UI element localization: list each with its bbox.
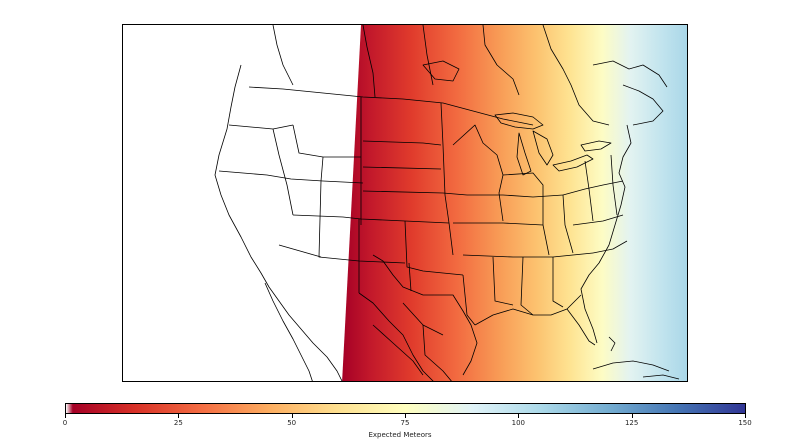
state-boundaries: [214, 25, 680, 381]
colorbar-tick-label: 50: [287, 419, 297, 427]
colorbar-tick-mark: [65, 414, 66, 418]
colorbar-tick-mark: [178, 414, 180, 418]
colorbar-tick-label: 150: [738, 419, 752, 427]
colorbar-tick-label: 100: [511, 419, 526, 427]
colorbar-gradient: [65, 403, 746, 414]
colorbar-tick-label: 0: [62, 419, 68, 427]
colorbar-tick-mark: [745, 414, 746, 418]
colorbar-tick-label: 125: [624, 419, 639, 427]
map-panel: [122, 24, 688, 382]
colorbar-tick-mark: [631, 414, 633, 418]
colorbar-tick-mark: [518, 414, 520, 418]
colorbar-ticks: 0 25 50 75 100 125 150: [62, 414, 752, 434]
colorbar-tick-label: 25: [173, 419, 183, 427]
meteor-shading: [342, 25, 687, 381]
colorbar-tick-mark: [291, 414, 293, 418]
map-svg: [214, 25, 687, 381]
colorbar-tick-label: 75: [400, 419, 410, 427]
colorbar-label: Expected Meteors: [368, 431, 432, 439]
colorbar-tick-mark: [405, 414, 406, 418]
